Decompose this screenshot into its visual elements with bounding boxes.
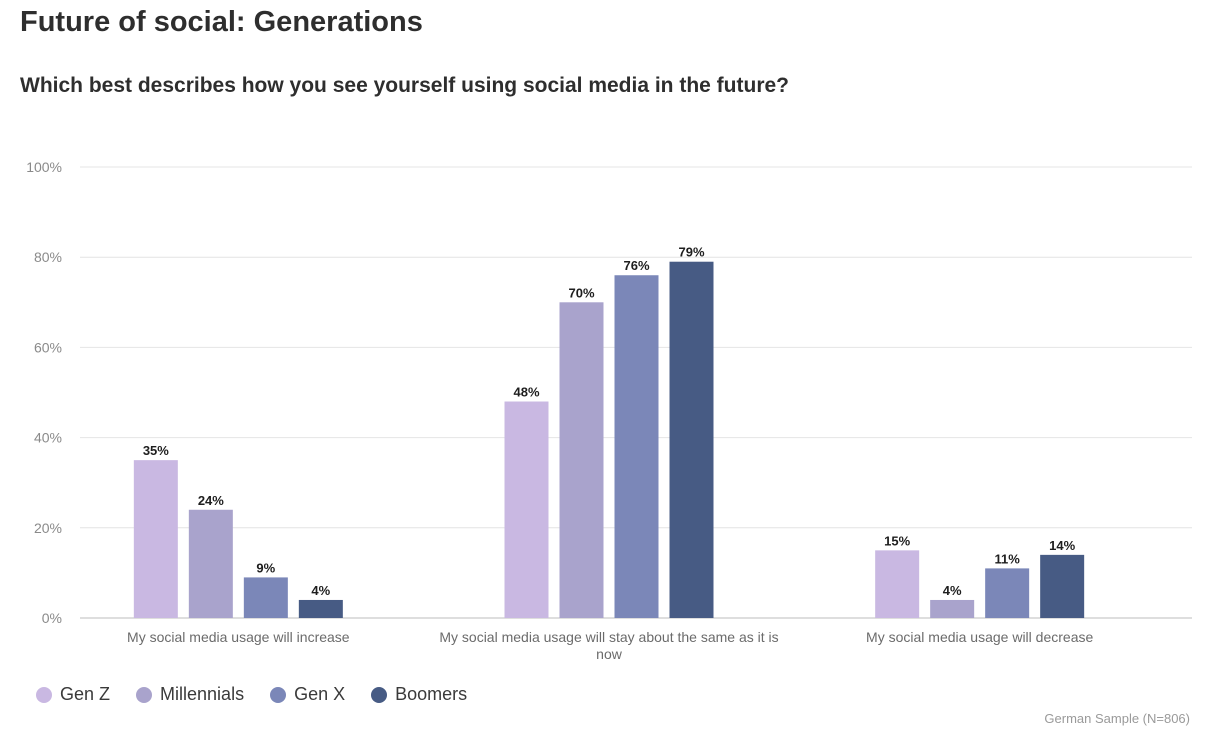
- y-tick-label: 60%: [34, 339, 62, 355]
- bar: [188, 509, 233, 618]
- bar: [930, 599, 975, 618]
- x-tick-label: My social media usage will increase: [127, 629, 350, 645]
- legend-item-gen-x: Gen X: [270, 684, 345, 705]
- data-label: 24%: [198, 493, 224, 508]
- data-label: 15%: [884, 533, 910, 548]
- data-label: 4%: [311, 583, 330, 598]
- legend-swatch-millennials: [136, 686, 153, 703]
- y-tick-label: 0%: [42, 610, 62, 626]
- bar: [614, 275, 659, 618]
- data-label: 70%: [568, 285, 594, 300]
- y-tick-label: 40%: [34, 430, 62, 446]
- bar: [669, 261, 714, 618]
- legend-item-millennials: Millennials: [136, 684, 244, 705]
- legend-swatch-gen-x: [270, 686, 287, 703]
- y-tick-label: 20%: [34, 520, 62, 536]
- legend-label-gen-x: Gen X: [294, 684, 346, 704]
- legend-label-millennials: Millennials: [160, 684, 245, 704]
- bar: [985, 568, 1030, 618]
- bar: [1040, 554, 1085, 618]
- bar: [133, 460, 178, 618]
- bar: [243, 577, 288, 618]
- data-label: 11%: [995, 551, 1021, 566]
- chart-subtitle: Which best describes how you see yoursel…: [20, 74, 790, 97]
- bar: [559, 302, 604, 618]
- y-tick-label: 80%: [34, 249, 62, 265]
- data-label: 35%: [143, 443, 169, 458]
- bar: [504, 401, 549, 618]
- x-tick-label: My social media usage will stay about th…: [439, 629, 778, 645]
- x-tick-label: My social media usage will decrease: [866, 629, 1093, 645]
- legend-label-boomers: Boomers: [395, 684, 468, 704]
- data-label: 9%: [256, 560, 275, 575]
- data-label: 79%: [678, 245, 704, 260]
- legend-item-boomers: Boomers: [371, 684, 467, 705]
- chart-title: Future of social: Generations: [20, 6, 423, 38]
- source-note: German Sample (N=806): [1044, 711, 1190, 726]
- data-label: 48%: [513, 385, 539, 400]
- legend-swatch-gen-z: [36, 686, 52, 703]
- data-label: 4%: [943, 583, 962, 598]
- bar: [875, 550, 920, 618]
- data-label: 76%: [623, 258, 649, 273]
- y-tick-label: 100%: [26, 159, 62, 175]
- legend-label-gen-z: Gen Z: [60, 684, 111, 704]
- data-label: 14%: [1049, 538, 1075, 553]
- legend-item-gen-z: Gen Z: [36, 684, 110, 705]
- legend: Gen Z Millennials Gen X Boomers: [36, 684, 467, 705]
- x-tick-label: now: [596, 646, 623, 662]
- bar-chart: 0% 20% 40% 60% 80% 100% 35% 24% 9% 4% My social me…: [26, 159, 1192, 662]
- bar: [298, 599, 343, 618]
- legend-swatch-boomers: [371, 686, 388, 703]
